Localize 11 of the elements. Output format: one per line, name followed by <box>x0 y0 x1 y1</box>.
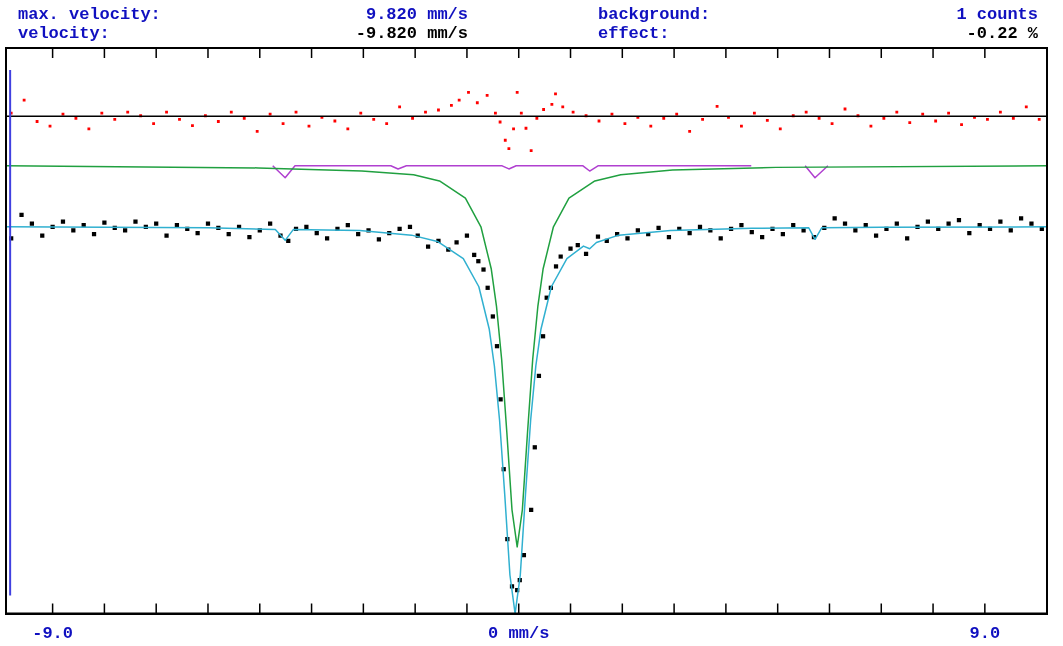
text: velocity: <box>18 24 111 44</box>
text: 9.820 mm/s <box>364 5 468 25</box>
text: effect: <box>598 24 671 44</box>
x-tick-label: 0 mm/s <box>488 624 550 644</box>
text: background: <box>598 5 712 25</box>
text: max. velocity: <box>18 5 162 25</box>
x-tick-label: -9.0 <box>32 624 74 644</box>
text: -9.820 mm/s <box>354 24 468 44</box>
text: 1 counts <box>955 5 1038 25</box>
x-tick-label: 9.0 <box>969 624 1001 644</box>
text: -0.22 % <box>965 24 1038 44</box>
